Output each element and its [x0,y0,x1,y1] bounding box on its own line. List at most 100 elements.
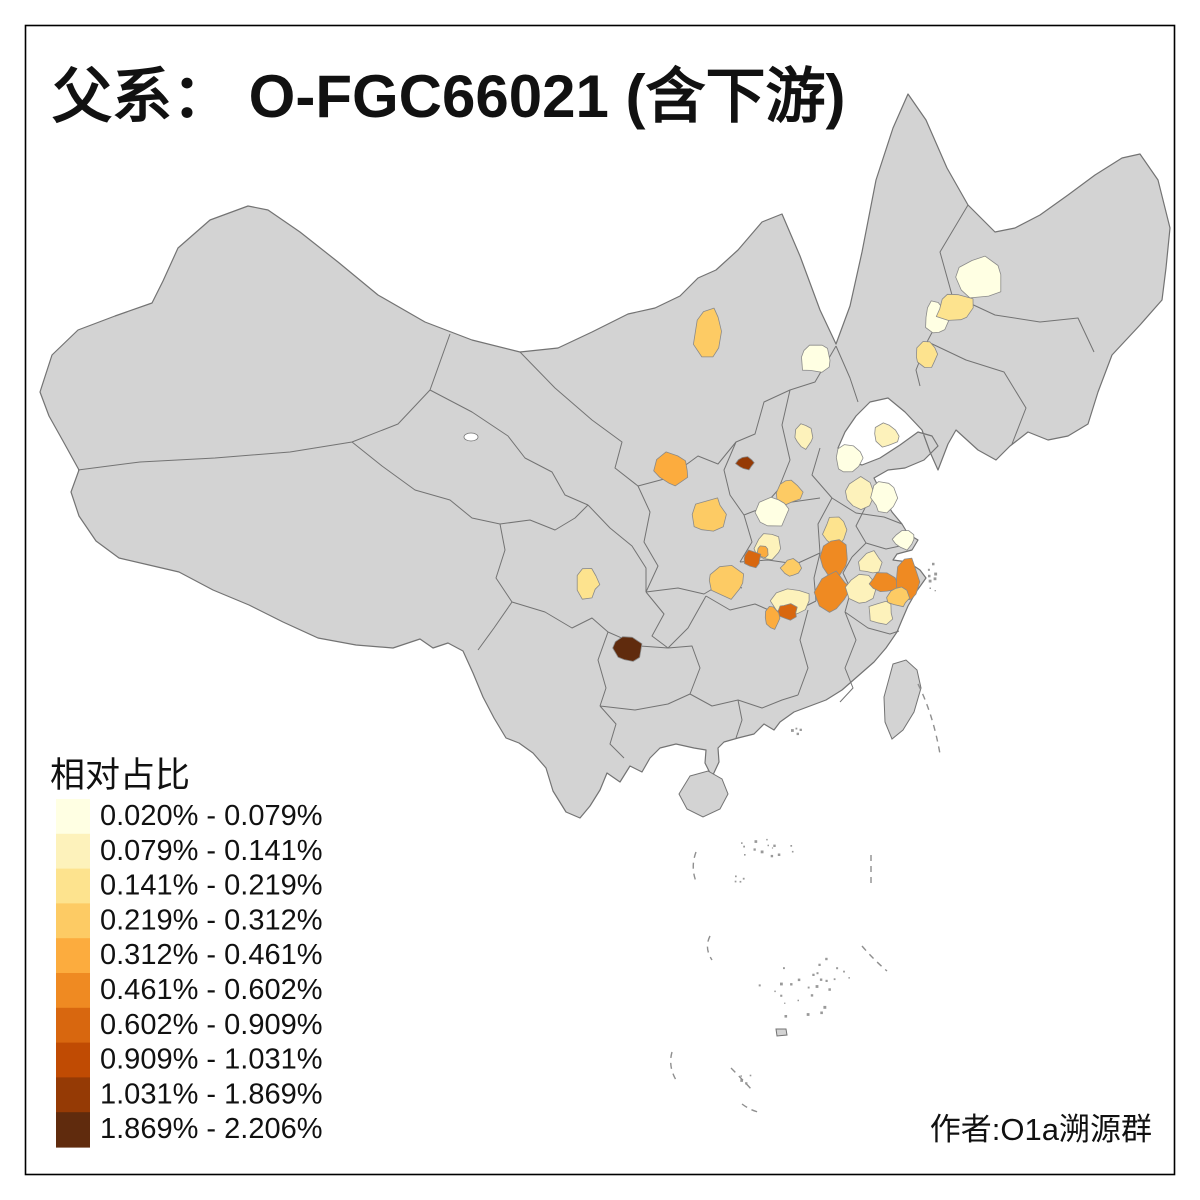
islet-dot [774,990,776,993]
china-outline [39,93,1171,819]
islet-dot [766,838,768,841]
islet-dot [740,1079,743,1082]
province-border-line [519,345,837,487]
islet-dot [932,562,935,566]
prefecture-patch-class-1 [801,344,831,373]
islet-dot [806,1013,810,1016]
china-landmass [39,93,1171,1037]
islet-dot [807,986,810,989]
province-border-line [645,591,669,649]
islet-dot [790,845,793,847]
legend-swatch [56,1042,90,1078]
islet-dot [784,1002,786,1004]
islet-dot [815,985,819,988]
legend-swatch [56,1112,90,1148]
prefecture-patch-class-2 [794,423,814,450]
province-border-line [723,441,745,516]
islet-dot [818,963,821,966]
islet-dot [760,850,764,854]
province-border-line [835,345,859,403]
province-border-line [811,447,903,525]
province-border-line [599,693,691,711]
island-0 [883,659,922,740]
legend-range-label: 1.031% - 1.869% [100,1078,322,1110]
legend-swatch [56,973,90,1009]
prefecture-patch-class-5 [764,606,781,630]
legend-range-label: 0.141% - 0.219% [100,870,322,902]
archipelago-dash [730,1067,753,1091]
author-credit: 作者:O1a溯源群 [930,1112,1152,1147]
prefecture-patch-class-4 [775,479,804,506]
archipelago-dash [692,851,698,885]
province-border-line [951,294,1095,353]
islet-dot [797,999,799,1002]
legend-swatch [56,799,90,835]
province-border-line [599,705,625,759]
province-border-line [77,333,451,471]
islet-dot [819,978,823,981]
archipelago-dash [861,945,888,972]
prefecture-patch-class-2 [874,422,900,448]
province-border-line [851,505,867,558]
legend-swatch [56,833,90,870]
islet-dot [783,967,785,970]
province-border-line [735,699,743,739]
prefecture-patch-class-1 [955,255,1002,299]
islet-dot [797,978,801,982]
prefecture-patch-class-1 [754,496,790,527]
prefecture-patch-class-2 [845,573,877,604]
islet-dot [754,840,758,843]
islet-dot [825,979,828,982]
province-border-line [739,514,753,563]
islet-dot [934,590,936,592]
prefecture-patch-class-1 [870,481,899,514]
prefecture-patch-class-6 [868,572,898,592]
islet-dot [812,973,815,976]
legend-title: 相对占比 [50,756,190,795]
islet-dot [739,880,742,883]
legend-range-label: 0.079% - 0.141% [100,835,322,867]
islet-dot [771,847,774,849]
islet-dot [820,1011,823,1015]
province-border-line [797,609,809,696]
province-border-line [429,389,589,506]
prefecture-patch-class-4 [693,307,722,358]
islet-dot [796,732,799,736]
province-border-line [637,485,659,593]
islet-dot [833,978,836,981]
islet-dot [934,572,938,576]
legend-range-label: 1.869% - 2.206% [100,1113,322,1145]
legend-range-label: 0.219% - 0.312% [100,904,322,936]
prefecture-patch-class-4 [708,565,744,600]
islet-dot [795,727,798,730]
legend-range-label: 0.909% - 1.031% [100,1044,322,1076]
islet-dot [843,970,845,973]
islet-dot [836,967,839,970]
legend-range-label: 0.461% - 0.602% [100,974,322,1006]
province-border-line [817,497,833,554]
islet-dot [777,853,781,856]
prefecture-patch-class-2 [858,550,883,574]
islet-dot [753,848,756,851]
islet-dot [825,957,828,961]
archipelago-dash [917,683,941,755]
islet-dot [927,568,930,571]
province-border-line [511,601,609,633]
archipelago-dash [741,1103,759,1113]
islet-dot [770,854,774,858]
island-1 [678,770,729,818]
islet-dot [780,982,783,986]
legend-range-label: 0.602% - 0.909% [100,1009,322,1041]
small-islands-dashes [669,562,941,1113]
prefecture-patch-class-9 [735,456,755,471]
province-border-line [839,611,857,703]
islet-dot [741,842,743,844]
prefecture-patch-class-1 [891,530,915,551]
islet-dot [810,994,814,997]
islet-dot [799,728,802,731]
prefecture-patch-class-6 [819,539,848,578]
legend-swatch [56,938,90,974]
archipelago-dash [706,935,713,961]
